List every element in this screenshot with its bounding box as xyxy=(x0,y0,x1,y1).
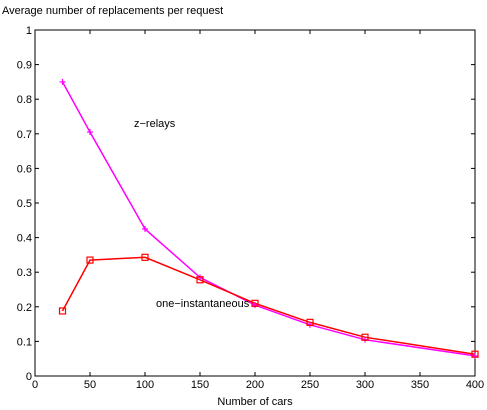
series-line-0 xyxy=(61,81,476,357)
data-point-square xyxy=(58,307,67,315)
y-tick-label: 0.7 xyxy=(17,129,32,141)
data-point-square xyxy=(306,318,314,326)
y-tick-label: 0.2 xyxy=(17,302,32,314)
x-tick-label: 400 xyxy=(466,379,484,391)
x-tick-label: 250 xyxy=(301,379,319,391)
y-tick-label: 0.8 xyxy=(17,94,32,106)
data-point-plus xyxy=(87,129,93,136)
y-tick-label: 1 xyxy=(26,25,32,37)
series-lines xyxy=(61,81,476,357)
x-tick-label: 350 xyxy=(411,379,429,391)
annotations: z−relays one−instantaneous xyxy=(134,118,250,310)
x-tick-label: 150 xyxy=(191,379,209,391)
series-markers xyxy=(58,78,479,359)
chart-title: Average number of replacements per reque… xyxy=(2,5,223,17)
y-tick-label: 0.3 xyxy=(17,267,32,279)
data-point-square xyxy=(471,350,479,358)
data-point-square xyxy=(196,276,204,284)
data-point-plus xyxy=(472,352,478,359)
x-tick-label: 100 xyxy=(136,379,154,391)
data-point-plus xyxy=(59,78,66,85)
data-point-square xyxy=(361,333,369,341)
x-tick-label: 200 xyxy=(246,379,264,391)
x-axis-label: Number of cars xyxy=(217,396,293,408)
x-tick-label: 0 xyxy=(32,379,38,391)
y-tick-label: 0.6 xyxy=(17,163,32,175)
y-tick-label: 0.9 xyxy=(17,60,32,72)
data-point-square xyxy=(86,256,94,264)
y-tick-label: 0 xyxy=(26,371,32,383)
x-tick-label: 300 xyxy=(356,379,374,391)
data-point-plus xyxy=(252,302,258,309)
axis-ticks: 0 50 100 150 200 250 300 350 400 0 0.1 0.2 0.3 0.4 0.5… xyxy=(17,25,484,391)
series-annotation: one−instantaneous xyxy=(156,298,250,310)
series-annotation: z−relays xyxy=(134,118,176,130)
y-tick-label: 0.4 xyxy=(17,233,32,245)
data-point-square xyxy=(251,299,259,307)
y-tick-label: 0.5 xyxy=(17,198,32,210)
data-point-plus xyxy=(142,225,148,232)
x-tick-label: 50 xyxy=(84,379,96,391)
y-tick-label: 0.1 xyxy=(17,336,32,348)
plot-frame xyxy=(34,29,476,377)
data-point-square xyxy=(141,253,149,261)
series-line-1 xyxy=(61,256,476,355)
